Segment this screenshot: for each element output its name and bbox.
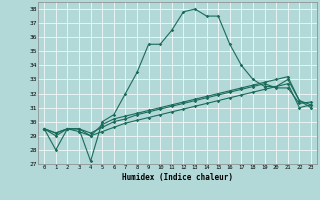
X-axis label: Humidex (Indice chaleur): Humidex (Indice chaleur) [122,173,233,182]
